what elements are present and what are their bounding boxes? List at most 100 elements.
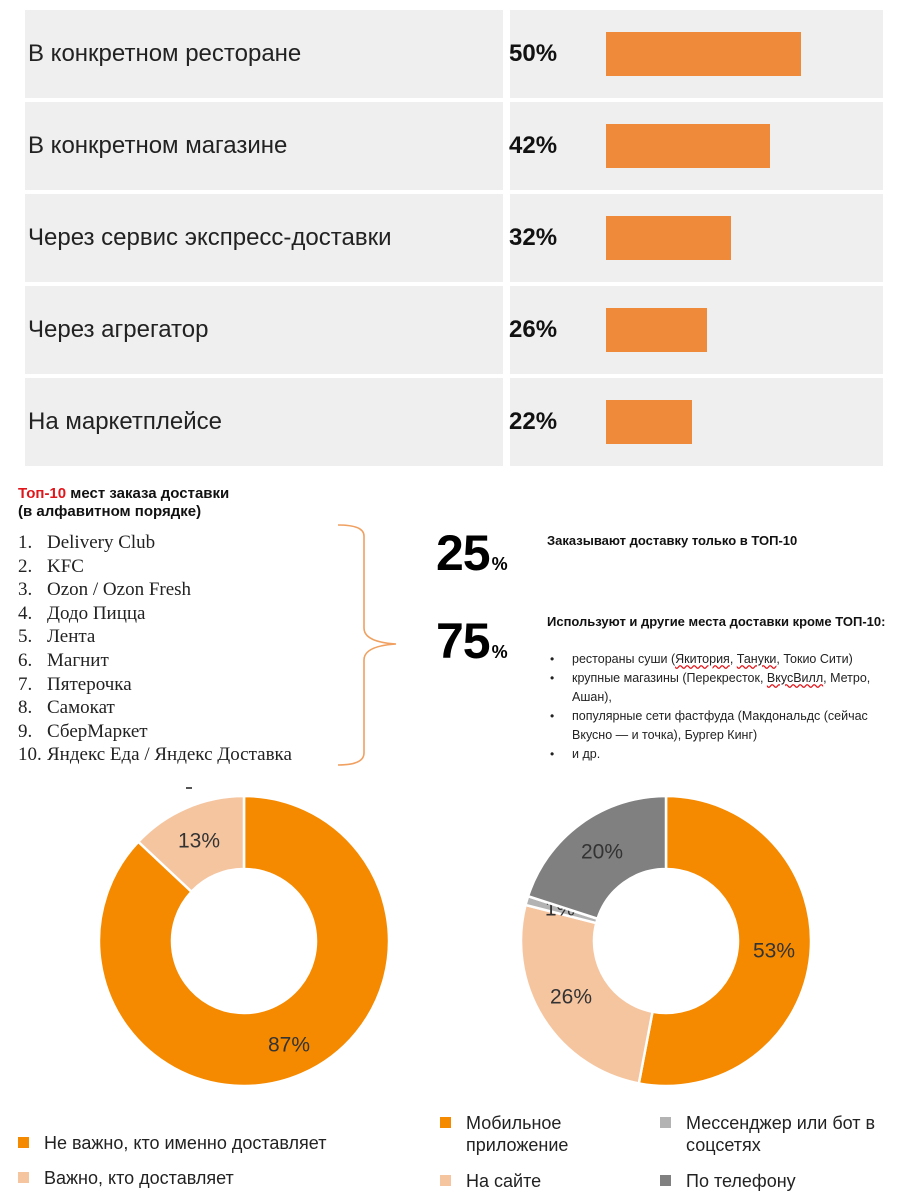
list-item-number: 1. <box>18 532 33 553</box>
list-item-number: 10. <box>18 744 42 766</box>
legend-swatch <box>440 1175 451 1186</box>
legend-label: Мессенджер или бот в соцсетях <box>686 1113 876 1155</box>
bar-row: Через агрегатор 26% <box>25 286 883 378</box>
bar-value-label: 42% <box>509 132 558 159</box>
donut-slice <box>526 795 668 921</box>
list-item-text: , <box>729 652 737 666</box>
list-item-number: 2. <box>18 555 33 577</box>
list-item-name: СберМаркет <box>47 720 148 742</box>
legend-swatch <box>18 1172 29 1183</box>
stat-25-text: Заказывают доставку только в ТОП-10 <box>547 533 798 548</box>
list-item: 10. Яндекс Еда / Яндекс Доставка <box>18 743 292 767</box>
stat-75-value: 75% <box>436 613 508 669</box>
stat-75-text: Используют и другие места доставки кроме… <box>547 614 886 629</box>
list-item-text: крупные магазины (Перекресток, <box>572 671 767 685</box>
bar-category-label: Через сервис экспресс-доставки <box>25 194 503 282</box>
bar-value-label: 50% <box>509 40 558 67</box>
list-item: 5. Лента <box>18 625 292 649</box>
legend-label: Мобильное приложение <box>466 1113 569 1155</box>
bar <box>606 216 731 260</box>
donut-data-label: 20% <box>581 841 623 864</box>
list-item-number: 4. <box>18 602 33 624</box>
list-item-text: рестораны суши ( <box>572 652 676 666</box>
bar <box>606 32 801 76</box>
list-item-number: 8. <box>18 697 33 719</box>
list-item: 9. СберМаркет <box>18 720 292 744</box>
legend-item: По телефону <box>660 1170 890 1192</box>
other-places-list: рестораны суши (Якитория, Тануки, Токио … <box>550 650 895 764</box>
list-item-number: 5. <box>18 626 33 648</box>
list-item: рестораны суши (Якитория, Тануки, Токио … <box>550 650 895 669</box>
list-item-text: ВкусВилл <box>766 671 824 685</box>
bar-category-label: В конкретном магазине <box>25 102 503 190</box>
bar-chart: В конкретном ресторане 50% В конкретном ма… <box>25 10 883 470</box>
bar-row: В конкретном магазине 42% <box>25 102 883 194</box>
list-item: 8. Самокат <box>18 696 292 720</box>
donut-slice <box>637 795 813 1087</box>
list-item: 4. Додо Пицца <box>18 602 292 626</box>
legend-swatch <box>660 1117 671 1128</box>
list-item: 3. Ozon / Ozon Fresh <box>18 578 292 602</box>
bar-row: Через сервис экспресс-доставки 32% <box>25 194 883 286</box>
bar <box>606 308 708 352</box>
list-item-name: Пятерочка <box>47 673 132 695</box>
list-item-text: Тануки <box>736 652 777 666</box>
list-item-name: Ozon / Ozon Fresh <box>47 579 192 601</box>
top10-title: Топ-10 мест заказа доставки (в алфавитно… <box>18 485 229 521</box>
top10-title-highlight: Топ-10 <box>18 485 67 502</box>
donut-data-label: 13% <box>178 830 220 853</box>
legend-label: Важно, кто доставляет <box>44 1168 234 1188</box>
dash-mark <box>186 787 192 789</box>
bar-category-label: Через агрегатор <box>25 286 503 374</box>
list-item: 6. Магнит <box>18 649 292 673</box>
top10-subtitle: (в алфавитном порядке) <box>18 503 202 520</box>
list-item: 2. KFC <box>18 555 292 579</box>
list-item: популярные сети фастфуда (Макдональдс (с… <box>550 707 895 745</box>
stat-25-value: 25% <box>436 525 508 581</box>
curly-brace-icon <box>337 524 397 766</box>
legend-item: Мобильное приложение <box>440 1112 610 1156</box>
donut-slice <box>136 795 246 894</box>
list-item-name: KFC <box>47 555 84 577</box>
bar-row: На маркетплейсе 22% <box>25 378 883 470</box>
legend-label: Не важно, кто именно доставляет <box>44 1133 327 1153</box>
bar-category-label: В конкретном ресторане <box>25 10 503 98</box>
list-item: 7. Пятерочка <box>18 673 292 697</box>
list-item-text: , Метро, Ашан), <box>572 671 871 704</box>
donut-data-label: 26% <box>550 986 592 1009</box>
legend-label: На сайте <box>466 1171 542 1191</box>
bar <box>606 400 692 444</box>
legend-label: По телефону <box>686 1171 796 1191</box>
top10-list: 1. Delivery Club 2. KFC 3. Ozon / Ozon Fresh 4… <box>18 531 292 767</box>
list-item-number: 9. <box>18 720 33 742</box>
list-item-name: Delivery Club <box>47 532 156 553</box>
bar-value-label: 32% <box>509 224 558 251</box>
list-item-number: 6. <box>18 649 33 671</box>
list-item: 1. Delivery Club <box>18 531 292 555</box>
donut-data-label: 87% <box>268 1034 310 1057</box>
list-item-name: Додо Пицца <box>47 602 146 624</box>
list-item: и др. <box>550 745 895 764</box>
bar-category-label: На маркетплейсе <box>25 378 503 466</box>
list-item-number: 3. <box>18 579 33 601</box>
legend-swatch <box>660 1175 671 1186</box>
list-item-name: Яндекс Еда / Яндекс Доставка <box>47 744 292 766</box>
list-item-name: Лента <box>47 626 96 648</box>
donut-slice <box>98 795 390 1087</box>
donut-slice <box>519 903 654 1085</box>
top10-title-rest: мест заказа доставки <box>66 485 230 502</box>
bar-value-label: 22% <box>509 408 558 435</box>
list-item-text: и др. <box>572 747 601 761</box>
list-item-text: Якитория <box>675 652 730 666</box>
bar <box>606 124 770 168</box>
legend-swatch <box>440 1117 451 1128</box>
list-item: крупные магазины (Перекресток, ВкусВилл,… <box>550 669 895 707</box>
bar-value-cell <box>510 378 883 466</box>
donut-chart-delivery-importance: 87% 13% <box>98 795 390 1087</box>
legend-item: Мессенджер или бот в соцсетях <box>660 1112 890 1156</box>
legend-item: Не важно, кто именно доставляет <box>18 1132 326 1154</box>
legend-swatch <box>18 1137 29 1148</box>
list-item-text: популярные сети фастфуда (Макдональдс (с… <box>572 709 868 742</box>
bar-row: В конкретном ресторане 50% <box>25 10 883 102</box>
bar-value-label: 26% <box>509 316 558 343</box>
